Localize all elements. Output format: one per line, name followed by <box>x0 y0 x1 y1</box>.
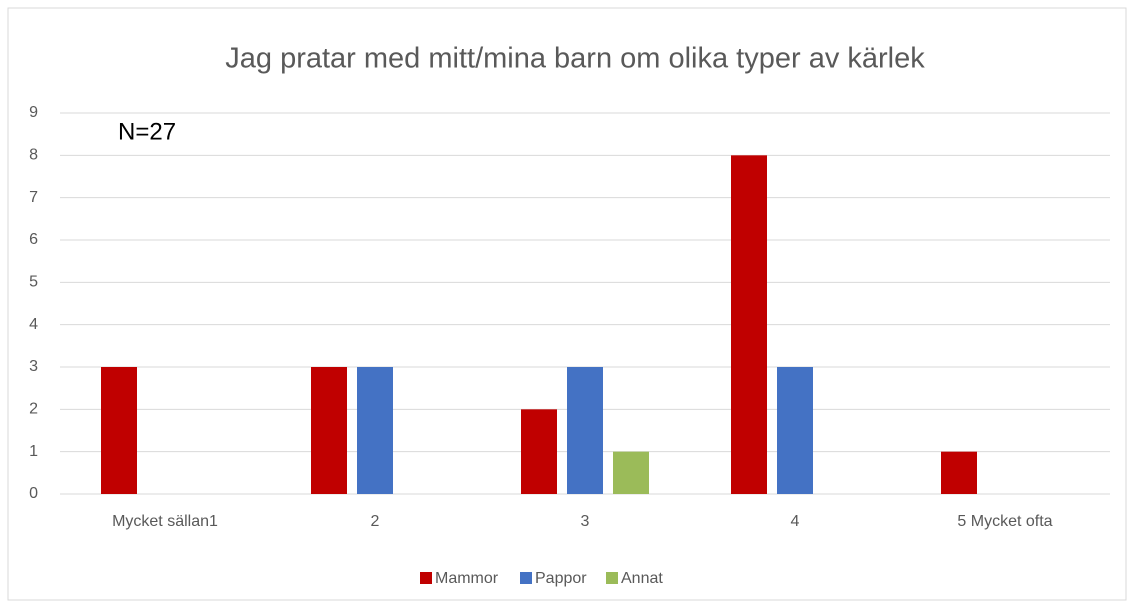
chart-title: Jag pratar med mitt/mina barn om olika t… <box>225 43 925 75</box>
x-tick-label: 4 <box>791 513 800 530</box>
y-tick-label: 1 <box>29 443 38 460</box>
y-tick-label: 7 <box>29 189 38 206</box>
x-tick-label: 2 <box>371 513 380 530</box>
y-tick-label: 3 <box>29 358 38 375</box>
y-tick-label: 6 <box>29 231 38 248</box>
bar <box>731 155 767 495</box>
bar <box>941 451 977 494</box>
annotation: N=27 <box>118 118 176 145</box>
legend-label: Annat <box>621 570 663 587</box>
bar <box>101 367 137 494</box>
x-tick-label: Mycket sällan1 <box>112 513 218 530</box>
legend-swatch <box>420 572 432 584</box>
y-tick-label: 9 <box>29 104 38 121</box>
legend-label: Pappor <box>535 570 587 587</box>
bar <box>311 367 347 494</box>
y-tick-label: 4 <box>29 316 38 333</box>
bar <box>357 367 393 494</box>
legend-swatch <box>606 572 618 584</box>
bar <box>567 367 603 494</box>
x-tick-label: 3 <box>581 513 590 530</box>
chart-frame <box>7 7 1127 601</box>
y-tick-label: 5 <box>29 274 38 291</box>
bar <box>521 409 557 494</box>
y-tick-label: 2 <box>29 401 38 418</box>
bar <box>613 451 649 494</box>
x-tick-label: 5 Mycket ofta <box>957 513 1052 530</box>
legend-label: Mammor <box>435 570 499 587</box>
bar <box>777 367 813 494</box>
y-tick-label: 8 <box>29 147 38 164</box>
y-tick-label: 0 <box>29 485 38 502</box>
legend-swatch <box>520 572 532 584</box>
